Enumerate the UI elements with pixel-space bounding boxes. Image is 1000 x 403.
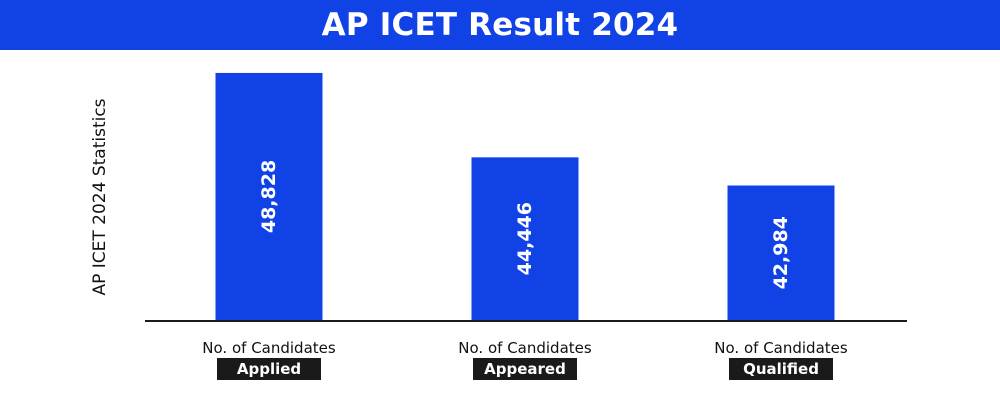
category-label: No. of Candidates [714,339,848,357]
chart-title-banner: AP ICET Result 2024 [0,0,1000,50]
bar-applied [215,72,323,320]
x-tick-label: No. of Candidates Appeared [415,339,635,380]
x-tick-label: No. of Candidates Qualified [671,339,891,380]
bar-value-label: 42,984 [770,216,792,289]
category-label: No. of Candidates [202,339,336,357]
category-label: No. of Candidates [458,339,592,357]
bar-value-label: 48,828 [258,160,280,233]
chart-title: AP ICET Result 2024 [321,7,679,43]
category-tag: Qualified [729,358,833,380]
x-tick-label: No. of Candidates Applied [159,339,379,380]
category-tag: Appeared [473,358,577,380]
category-tag: Applied [217,358,321,380]
bar-appeared [471,157,579,320]
bar-qualified [727,185,835,320]
bar-value-label: 44,446 [514,202,536,275]
